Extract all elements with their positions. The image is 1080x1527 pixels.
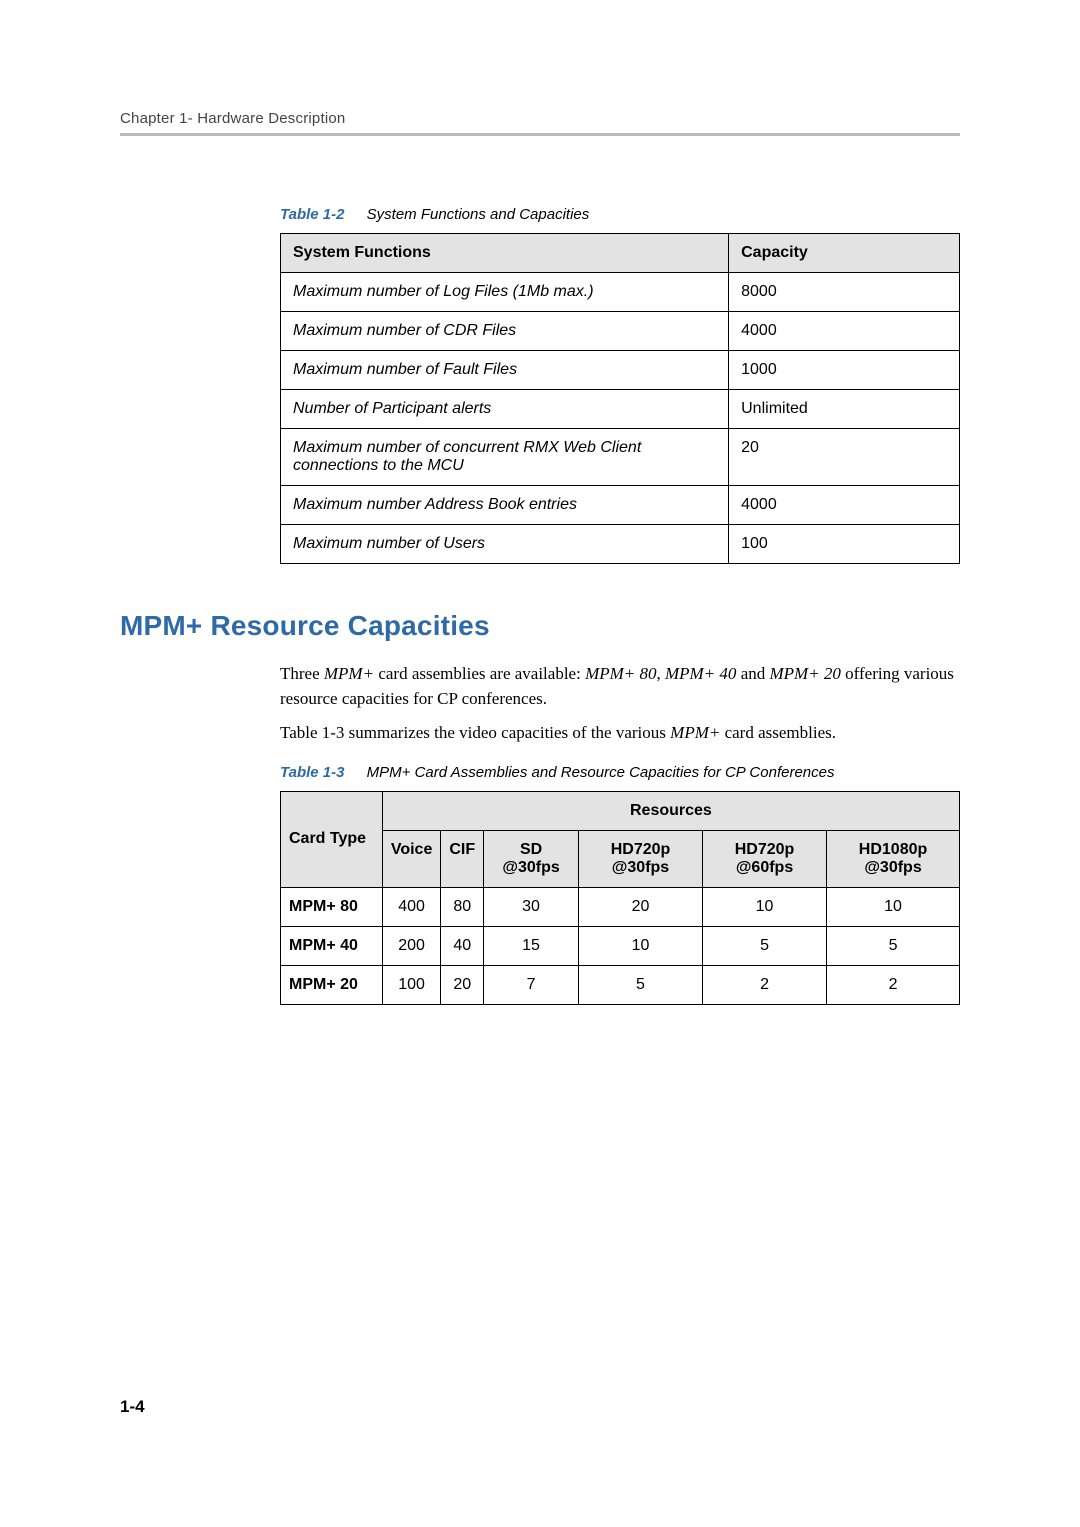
cell-hd720-60: 5 (703, 926, 827, 965)
cell-hd1080-30: 10 (827, 887, 960, 926)
chapter-header: Chapter 1- Hardware Description (120, 110, 960, 127)
text: , (657, 664, 666, 683)
text: card assemblies are available: (374, 664, 585, 683)
cell-hd720-30: 20 (578, 887, 702, 926)
cell-function: Maximum number Address Book entries (281, 486, 729, 525)
table1-caption: Table 1-2 System Functions and Capacitie… (280, 206, 960, 223)
table1-caption-text: System Functions and Capacities (367, 206, 590, 223)
page-number: 1-4 (120, 1397, 145, 1417)
table2-caption: Table 1-3 MPM+ Card Assemblies and Resou… (280, 764, 960, 781)
text-italic: MPM+ (670, 723, 720, 742)
cell-cif: 40 (441, 926, 484, 965)
table-row: MPM+ 40 200 40 15 10 5 5 (281, 926, 960, 965)
cell-function: Number of Participant alerts (281, 390, 729, 429)
cell-function: Maximum number of CDR Files (281, 312, 729, 351)
cell-hd1080-30: 5 (827, 926, 960, 965)
cell-capacity: 20 (729, 429, 960, 486)
cell-capacity: 4000 (729, 486, 960, 525)
cell-sd: 30 (484, 887, 579, 926)
col-hd1080-30: HD1080p @30fps (827, 830, 960, 887)
table-row: Maximum number of Users 100 (281, 525, 960, 564)
cell-hd720-60: 10 (703, 887, 827, 926)
table1-block: Table 1-2 System Functions and Capacitie… (280, 206, 960, 564)
table-row: Card Type Resources (281, 791, 960, 830)
cell-voice: 200 (382, 926, 441, 965)
cell-capacity: 1000 (729, 351, 960, 390)
cell-hd1080-30: 2 (827, 965, 960, 1004)
header-rule (120, 133, 960, 136)
table-row: Maximum number Address Book entries 4000 (281, 486, 960, 525)
section-body: Three MPM+ card assemblies are available… (280, 662, 960, 746)
table-row: System Functions Capacity (281, 234, 960, 273)
cell-cif: 20 (441, 965, 484, 1004)
page: Chapter 1- Hardware Description Table 1-… (0, 0, 1080, 1065)
section-title: MPM+ Resource Capacities (120, 610, 960, 642)
table-row: MPM+ 20 100 20 7 5 2 2 (281, 965, 960, 1004)
table-row: Number of Participant alerts Unlimited (281, 390, 960, 429)
cell-function: Maximum number of Users (281, 525, 729, 564)
table2-caption-text: MPM+ Card Assemblies and Resource Capaci… (367, 764, 835, 781)
cell-card-type: MPM+ 80 (281, 887, 383, 926)
table-row: Maximum number of concurrent RMX Web Cli… (281, 429, 960, 486)
col-hd720-60: HD720p @60fps (703, 830, 827, 887)
cell-function: Maximum number of Log Files (1Mb max.) (281, 273, 729, 312)
col-system-functions: System Functions (281, 234, 729, 273)
cell-cif: 80 (441, 887, 484, 926)
paragraph: Three MPM+ card assemblies are available… (280, 662, 960, 711)
text: card assemblies. (720, 723, 836, 742)
cell-sd: 15 (484, 926, 579, 965)
cell-capacity: 4000 (729, 312, 960, 351)
text: Table 1-3 summarizes the video capacitie… (280, 723, 670, 742)
cell-capacity: Unlimited (729, 390, 960, 429)
col-cif: CIF (441, 830, 484, 887)
col-card-type: Card Type (281, 791, 383, 887)
table-row: Maximum number of Log Files (1Mb max.) 8… (281, 273, 960, 312)
system-functions-table: System Functions Capacity Maximum number… (280, 233, 960, 564)
col-resources: Resources (382, 791, 959, 830)
cell-capacity: 100 (729, 525, 960, 564)
cell-function: Maximum number of concurrent RMX Web Cli… (281, 429, 729, 486)
cell-hd720-30: 10 (578, 926, 702, 965)
cell-sd: 7 (484, 965, 579, 1004)
text-italic: MPM+ 80 (585, 664, 656, 683)
table-row: Voice CIF SD @30fps HD720p @30fps HD720p… (281, 830, 960, 887)
paragraph: Table 1-3 summarizes the video capacitie… (280, 721, 960, 746)
col-hd720-30: HD720p @30fps (578, 830, 702, 887)
text: and (736, 664, 769, 683)
table-row: Maximum number of CDR Files 4000 (281, 312, 960, 351)
table-row: MPM+ 80 400 80 30 20 10 10 (281, 887, 960, 926)
table2-block: Table 1-3 MPM+ Card Assemblies and Resou… (280, 764, 960, 1005)
cell-hd720-30: 5 (578, 965, 702, 1004)
resource-capacities-table: Card Type Resources Voice CIF SD @30fps … (280, 791, 960, 1005)
cell-voice: 400 (382, 887, 441, 926)
cell-card-type: MPM+ 40 (281, 926, 383, 965)
table1-caption-num: Table 1-2 (280, 206, 344, 223)
table-row: Maximum number of Fault Files 1000 (281, 351, 960, 390)
cell-voice: 100 (382, 965, 441, 1004)
cell-hd720-60: 2 (703, 965, 827, 1004)
text-italic: MPM+ (324, 664, 374, 683)
col-sd: SD @30fps (484, 830, 579, 887)
text-italic: MPM+ 40 (665, 664, 736, 683)
col-voice: Voice (382, 830, 441, 887)
cell-capacity: 8000 (729, 273, 960, 312)
col-capacity: Capacity (729, 234, 960, 273)
text: Three (280, 664, 324, 683)
text-italic: MPM+ 20 (769, 664, 840, 683)
table2-caption-num: Table 1-3 (280, 764, 344, 781)
cell-function: Maximum number of Fault Files (281, 351, 729, 390)
cell-card-type: MPM+ 20 (281, 965, 383, 1004)
